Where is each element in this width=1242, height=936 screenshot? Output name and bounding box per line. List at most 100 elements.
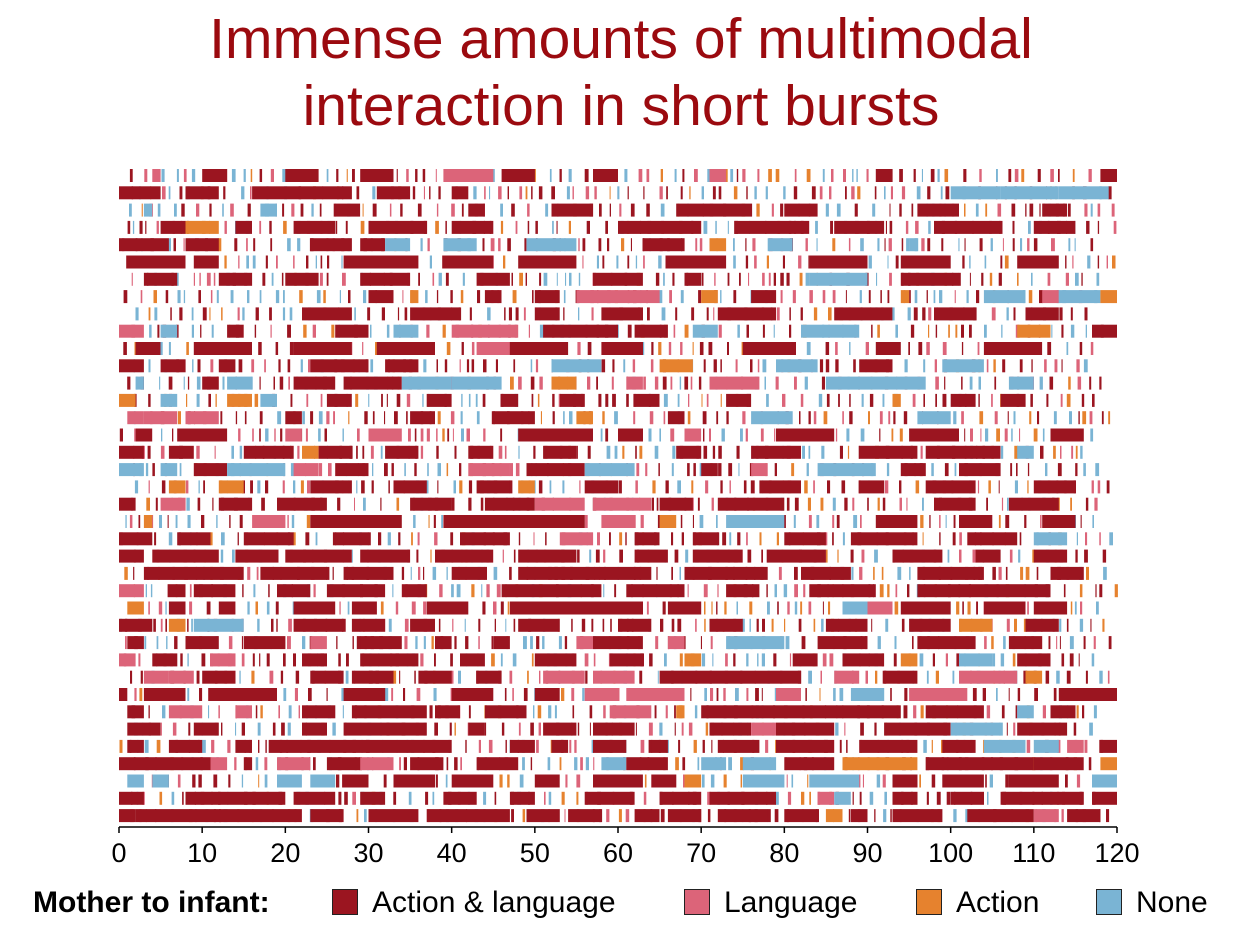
segment-none bbox=[701, 757, 727, 771]
segment-action-language bbox=[343, 255, 419, 269]
event-tick-action-language bbox=[119, 428, 123, 442]
segment-action-language bbox=[959, 463, 1001, 477]
segment-action-language bbox=[484, 290, 502, 304]
event-tick-none bbox=[187, 653, 189, 667]
event-tick-none bbox=[914, 290, 918, 304]
event-tick-none bbox=[783, 186, 786, 200]
segment-action-language bbox=[601, 342, 643, 355]
event-tick-action-language bbox=[716, 688, 719, 701]
event-tick-language bbox=[921, 238, 925, 252]
event-tick-language bbox=[920, 445, 923, 459]
segment-action-language bbox=[252, 186, 352, 200]
event-tick-action-language bbox=[179, 186, 183, 200]
event-tick-action bbox=[813, 618, 816, 632]
event-tick-language bbox=[972, 549, 977, 563]
event-tick-none bbox=[168, 532, 173, 546]
event-tick-action-language bbox=[789, 307, 791, 321]
event-tick-none bbox=[530, 359, 533, 373]
event-tick-action bbox=[375, 342, 378, 355]
segment-action-language bbox=[801, 566, 851, 580]
event-tick-action-language bbox=[187, 618, 189, 632]
x-tick-label: 50 bbox=[520, 838, 550, 868]
event-tick-none bbox=[1090, 428, 1094, 442]
segment-action-language bbox=[277, 497, 327, 511]
event-tick-none bbox=[716, 515, 718, 528]
event-tick-none bbox=[856, 169, 858, 182]
event-tick-none bbox=[1076, 532, 1078, 546]
event-tick-action-language bbox=[798, 618, 802, 632]
event-tick-action-language bbox=[718, 463, 722, 477]
event-tick-language bbox=[648, 722, 653, 736]
event-tick-action-language bbox=[571, 618, 573, 632]
event-tick-none bbox=[222, 203, 224, 217]
segment-action-language bbox=[119, 791, 144, 805]
event-tick-none bbox=[252, 255, 256, 269]
event-tick-language bbox=[451, 670, 454, 684]
event-tick-action bbox=[807, 497, 811, 511]
event-tick-language bbox=[276, 255, 278, 269]
segment-none bbox=[135, 376, 144, 390]
event-tick-language bbox=[787, 791, 792, 805]
segment-action-language bbox=[326, 393, 352, 407]
segment-none bbox=[1033, 532, 1068, 546]
event-tick-action-language bbox=[208, 393, 211, 407]
segment-action-language bbox=[1033, 480, 1076, 494]
event-tick-action bbox=[177, 411, 181, 425]
event-tick-language bbox=[670, 376, 673, 390]
event-tick-language bbox=[1072, 255, 1074, 269]
event-tick-language bbox=[528, 324, 530, 338]
event-tick-language bbox=[1097, 480, 1101, 494]
event-tick-language bbox=[196, 445, 200, 459]
event-tick-none bbox=[699, 515, 704, 528]
event-tick-action-language bbox=[913, 169, 916, 182]
event-tick-action-language bbox=[200, 324, 202, 338]
event-tick-none bbox=[518, 445, 520, 459]
event-tick-action-language bbox=[889, 220, 893, 234]
event-tick-language bbox=[576, 774, 581, 788]
event-tick-none bbox=[264, 774, 268, 788]
segment-action-language bbox=[925, 445, 1001, 459]
event-tick-action-language bbox=[982, 688, 986, 701]
event-tick-none bbox=[992, 653, 996, 667]
event-tick-language bbox=[1065, 272, 1069, 286]
event-tick-action bbox=[576, 791, 579, 805]
segment-action-language bbox=[692, 532, 718, 546]
segment-action-language bbox=[243, 636, 286, 650]
event-tick-none bbox=[617, 186, 620, 200]
segment-action-language bbox=[834, 307, 893, 321]
segment-action-language bbox=[1033, 220, 1076, 234]
event-tick-action-language bbox=[254, 324, 257, 338]
event-tick-language bbox=[668, 342, 672, 355]
segment-action-language bbox=[360, 653, 419, 667]
event-tick-action-language bbox=[822, 601, 824, 615]
event-tick-language bbox=[270, 324, 272, 338]
event-tick-action-language bbox=[523, 688, 528, 701]
segment-action-language bbox=[368, 220, 427, 234]
x-tick-label: 20 bbox=[270, 838, 300, 868]
event-tick-action bbox=[531, 653, 534, 667]
segment-action-language bbox=[593, 272, 643, 286]
event-tick-action-language bbox=[1063, 584, 1066, 598]
segment-language bbox=[476, 342, 510, 355]
segment-action-language bbox=[410, 411, 435, 425]
legend-label-none: None bbox=[1136, 886, 1208, 919]
segment-action-language bbox=[884, 670, 918, 684]
event-tick-action-language bbox=[605, 393, 609, 407]
event-tick-action-language bbox=[1066, 670, 1071, 684]
segment-action-language bbox=[917, 584, 1026, 598]
event-tick-action-language bbox=[167, 584, 170, 598]
event-tick-action bbox=[431, 636, 434, 650]
event-tick-none bbox=[746, 653, 749, 667]
segment-action-language bbox=[934, 307, 976, 321]
event-tick-action-language bbox=[450, 653, 453, 667]
segment-action-language bbox=[426, 601, 469, 615]
event-tick-action-language bbox=[978, 393, 980, 407]
event-tick-action-language bbox=[912, 636, 914, 650]
event-tick-action bbox=[768, 169, 772, 182]
event-tick-none bbox=[680, 290, 684, 304]
event-tick-action-language bbox=[961, 376, 963, 390]
event-tick-language bbox=[569, 739, 572, 753]
event-tick-action-language bbox=[793, 186, 798, 200]
event-tick-none bbox=[241, 774, 244, 788]
event-tick-none bbox=[642, 342, 645, 355]
